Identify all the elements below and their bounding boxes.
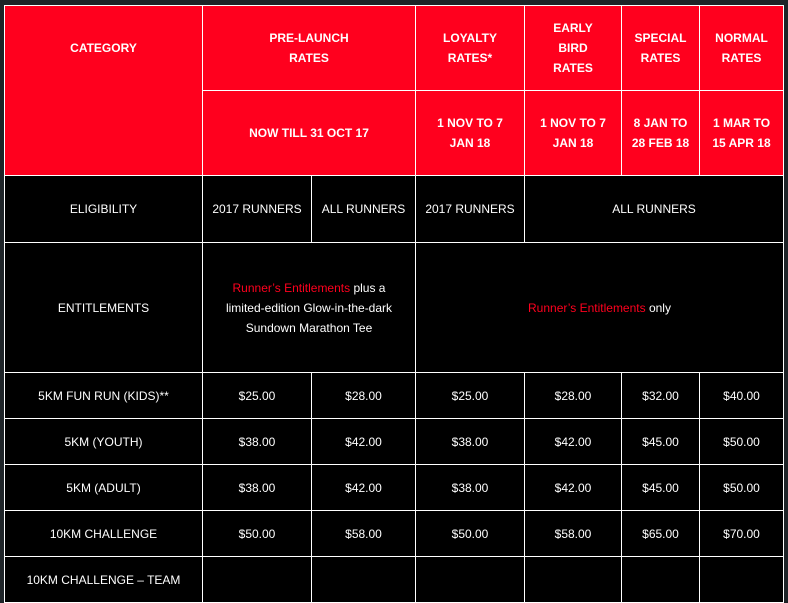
period-loyalty: 1 NOV TO 7 JAN 18: [415, 90, 525, 176]
price-cell: $25.00: [415, 372, 525, 419]
price-cell: $65.00: [621, 510, 700, 557]
others-entitlement-text: only: [645, 300, 671, 315]
price-cell: $42.00: [311, 418, 416, 465]
eligibility-pre-launch-2017: 2017 RUNNERS: [202, 175, 312, 243]
eligibility-loyalty: 2017 RUNNERS: [415, 175, 525, 243]
header-early-bird: EARLY BIRD RATES: [524, 5, 622, 91]
price-cell: $50.00: [699, 418, 784, 465]
race-rates-table: CATEGORY PRE-LAUNCH RATES LOYALTY RATES*…: [4, 5, 784, 603]
loyalty-period-text: 1 NOV TO 7 JAN 18: [437, 116, 503, 150]
period-early-bird: 1 NOV TO 7 JAN 18: [524, 90, 622, 176]
price-cell: $28.00: [524, 372, 622, 419]
price-row: 5KM FUN RUN (KIDS)** $25.00 $28.00 $25.00 $2…: [4, 372, 784, 419]
price-cell: $32.00: [621, 372, 700, 419]
period-normal: 1 MAR TO 15 APR 18: [699, 90, 784, 176]
header-category: CATEGORY: [4, 5, 203, 176]
early-bird-title: EARLY BIRD RATES: [553, 21, 593, 75]
price-cell: $42.00: [524, 464, 622, 511]
entitlements-label: ENTITLEMENTS: [4, 242, 203, 373]
price-cell: $28.00: [311, 372, 416, 419]
price-cell: $70.00: [699, 510, 784, 557]
header-normal: NORMAL RATES: [699, 5, 784, 91]
pre-launch-entitlement-text: plus a limited-edition Glow-in-the-dark …: [225, 280, 393, 335]
price-cell: $58.00: [524, 510, 622, 557]
entitlements-others: Runner’s Entitlements only: [415, 242, 784, 373]
entitlements-pre-launch: Runner’s Entitlements plus a limited-edi…: [202, 242, 416, 373]
pre-launch-title: PRE-LAUNCH RATES: [269, 31, 349, 65]
eligibility-others: ALL RUNNERS: [524, 175, 784, 243]
category-cell: 10KM CHALLENGE: [4, 510, 203, 557]
eligibility-pre-launch-all: ALL RUNNERS: [311, 175, 416, 243]
price-cell: $25.00: [202, 372, 312, 419]
early-bird-period-text: 1 NOV TO 7 JAN 18: [540, 116, 606, 150]
price-row: 10KM CHALLENGE $50.00 $58.00 $50.00 $58.00 $6…: [4, 510, 784, 557]
price-cell: $45.00: [621, 464, 700, 511]
price-cell: $58.00: [311, 510, 416, 557]
eligibility-label: ELIGIBILITY: [4, 175, 203, 243]
price-cell: $42.00: [524, 418, 622, 465]
entitlements-row: ENTITLEMENTS Runner’s Entitlements plus …: [4, 242, 784, 373]
runners-entitlements-link[interactable]: Runner’s Entitlements: [232, 280, 351, 295]
header-row-periods: NOW TILL 31 OCT 17 1 NOV TO 7 JAN 18 1 N…: [5, 90, 784, 176]
period-special: 8 JAN TO 28 FEB 18: [621, 90, 700, 176]
header-special: SPECIAL RATES: [621, 5, 700, 91]
category-cell: 5KM (YOUTH): [4, 418, 203, 465]
price-cell: $42.00: [311, 464, 416, 511]
category-cell: 5KM (ADULT): [4, 464, 203, 511]
header-loyalty: LOYALTY RATES*: [415, 5, 525, 91]
price-cell: $38.00: [415, 418, 525, 465]
header-pre-launch: PRE-LAUNCH RATES: [202, 5, 416, 91]
price-cell: $40.00: [699, 372, 784, 419]
price-row: 5KM (YOUTH) $38.00 $42.00 $38.00 $42.00 $45.0…: [4, 418, 784, 465]
price-cell: $45.00: [621, 418, 700, 465]
price-cell: $50.00: [415, 510, 525, 557]
price-cell: $38.00: [415, 464, 525, 511]
rates-table-container: CATEGORY PRE-LAUNCH RATES LOYALTY RATES*…: [4, 5, 784, 603]
category-cell: 5KM FUN RUN (KIDS)**: [4, 372, 203, 419]
price-cell: $38.00: [202, 464, 312, 511]
price-cell: $50.00: [202, 510, 312, 557]
price-cell: $38.00: [202, 418, 312, 465]
header-row-titles: CATEGORY PRE-LAUNCH RATES LOYALTY RATES*…: [4, 5, 784, 176]
price-cell: $50.00: [699, 464, 784, 511]
eligibility-row: ELIGIBILITY 2017 RUNNERS ALL RUNNERS 201…: [4, 175, 784, 243]
period-pre-launch: NOW TILL 31 OCT 17: [202, 90, 416, 176]
runners-entitlements-link[interactable]: Runner’s Entitlements: [528, 300, 646, 315]
price-row: 5KM (ADULT) $38.00 $42.00 $38.00 $42.00 $45.0…: [4, 464, 784, 511]
